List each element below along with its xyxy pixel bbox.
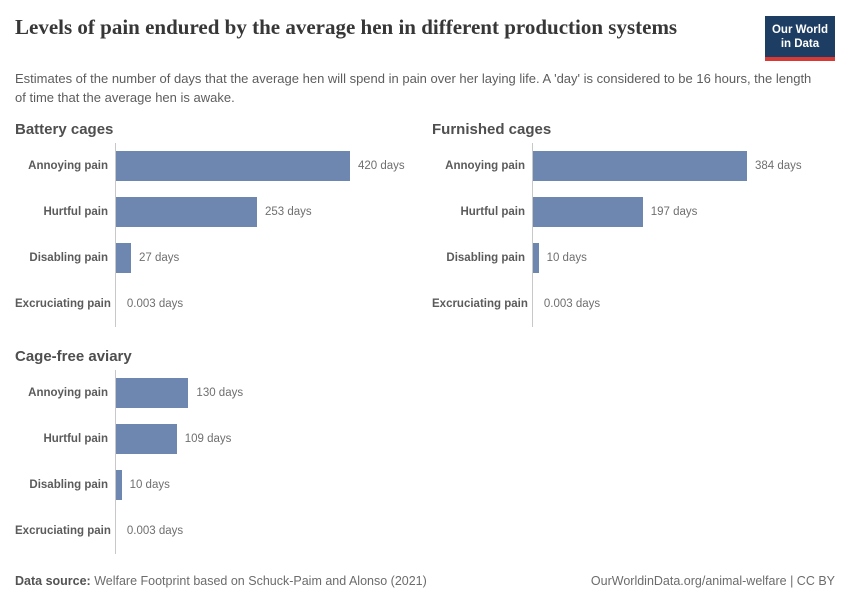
bar-row: Excruciating pain 0.003 days — [15, 281, 418, 327]
bar-value-label: 0.003 days — [126, 298, 184, 311]
bar-track: 384 days — [532, 151, 835, 182]
plot-area: Annoying pain 420 days Hurtful pain 253 … — [15, 143, 418, 328]
bar-track: 0.003 days — [535, 289, 835, 319]
page-title: Levels of pain endured by the average he… — [15, 15, 678, 39]
bar[interactable] — [116, 197, 257, 228]
panel-title: Battery cages — [15, 121, 114, 139]
bar-row: Annoying pain 384 days — [432, 143, 835, 189]
panel-cage-free-aviary: Cage-free aviary Annoying pain 130 days … — [15, 348, 418, 555]
category-label: Annoying pain — [28, 387, 108, 400]
y-axis-line — [115, 370, 116, 555]
bar-row: Excruciating pain 0.003 days — [15, 508, 418, 554]
bar-track: 130 days — [115, 378, 418, 409]
header: Levels of pain endured by the average he… — [15, 14, 835, 61]
bar-row: Disabling pain 27 days — [15, 235, 418, 281]
bar-value-label: 0.003 days — [543, 298, 601, 311]
footer: Data source: Welfare Footprint based on … — [15, 574, 835, 588]
category-label: Hurtful pain — [43, 206, 108, 219]
bar[interactable] — [116, 378, 189, 409]
bar-value-label: 0.003 days — [126, 525, 184, 538]
category-label: Excruciating pain — [432, 298, 528, 311]
data-source-label: Data source: — [15, 574, 91, 588]
data-source: Data source: Welfare Footprint based on … — [15, 574, 427, 588]
bar-row: Excruciating pain 0.003 days — [432, 281, 835, 327]
panel-title: Furnished cages — [432, 121, 552, 139]
category-label: Excruciating pain — [15, 298, 111, 311]
category-label: Annoying pain — [28, 160, 108, 173]
bar[interactable] — [116, 424, 177, 455]
bar-row: Hurtful pain 109 days — [15, 416, 418, 462]
bar-row: Annoying pain 420 days — [15, 143, 418, 189]
bar-track: 253 days — [115, 197, 418, 228]
bar-track: 10 days — [115, 470, 418, 501]
bar-row: Hurtful pain 253 days — [15, 189, 418, 235]
owid-logo-line2: in Data — [780, 38, 820, 51]
bar-value-label: 253 days — [264, 206, 312, 219]
bar-value-label: 384 days — [754, 160, 802, 173]
panel-furnished-cages: Furnished cages Annoying pain 384 days H… — [432, 121, 835, 328]
panel-title: Cage-free aviary — [15, 348, 132, 366]
bar-value-label: 420 days — [358, 160, 405, 173]
bar[interactable] — [533, 197, 643, 228]
page-subtitle: Estimates of the number of days that the… — [15, 70, 812, 105]
plot-area: Annoying pain 384 days Hurtful pain 197 … — [432, 143, 835, 328]
bar-row: Annoying pain 130 days — [15, 370, 418, 416]
bar-row: Hurtful pain 197 days — [432, 189, 835, 235]
bar-row: Disabling pain 10 days — [432, 235, 835, 281]
bar-track: 197 days — [532, 197, 835, 228]
owid-logo-line1: Our World — [771, 24, 828, 36]
data-source-text: Welfare Footprint based on Schuck-Paim a… — [90, 574, 427, 588]
y-axis-line — [532, 143, 533, 328]
bar-track: 10 days — [532, 243, 835, 274]
panel-battery-cages: Battery cages Annoying pain 420 days Hur… — [15, 121, 418, 328]
charts-grid: Battery cages Annoying pain 420 days Hur… — [15, 121, 835, 555]
bar-value-label: 10 days — [546, 252, 587, 265]
category-label: Disabling pain — [29, 252, 108, 265]
bar-track: 420 days — [115, 151, 418, 182]
bar-value-label: 197 days — [650, 206, 698, 219]
bar-track: 27 days — [115, 243, 418, 274]
category-label: Hurtful pain — [43, 433, 108, 446]
category-label: Disabling pain — [446, 252, 525, 265]
bar-value-label: 27 days — [139, 252, 180, 265]
bar-row: Disabling pain 10 days — [15, 462, 418, 508]
bar-track: 0.003 days — [118, 289, 418, 319]
bar-value-label: 109 days — [184, 433, 232, 446]
bar-track: 109 days — [115, 424, 418, 455]
bar[interactable] — [533, 243, 539, 274]
bar-track: 0.003 days — [118, 516, 418, 546]
category-label: Hurtful pain — [460, 206, 525, 219]
plot-area: Annoying pain 130 days Hurtful pain 109 … — [15, 370, 418, 555]
bar[interactable] — [116, 243, 132, 274]
bar[interactable] — [116, 151, 350, 182]
bar[interactable] — [116, 470, 122, 501]
citation-link[interactable]: OurWorldinData.org/animal-welfare | CC B… — [590, 574, 835, 588]
category-label: Excruciating pain — [15, 525, 111, 538]
bar[interactable] — [533, 151, 747, 182]
bar-value-label: 130 days — [196, 387, 244, 400]
y-axis-line — [115, 143, 116, 328]
bar-value-label: 10 days — [129, 479, 170, 492]
category-label: Disabling pain — [29, 479, 108, 492]
category-label: Annoying pain — [445, 160, 525, 173]
owid-logo[interactable]: Our World in Data — [764, 16, 835, 61]
